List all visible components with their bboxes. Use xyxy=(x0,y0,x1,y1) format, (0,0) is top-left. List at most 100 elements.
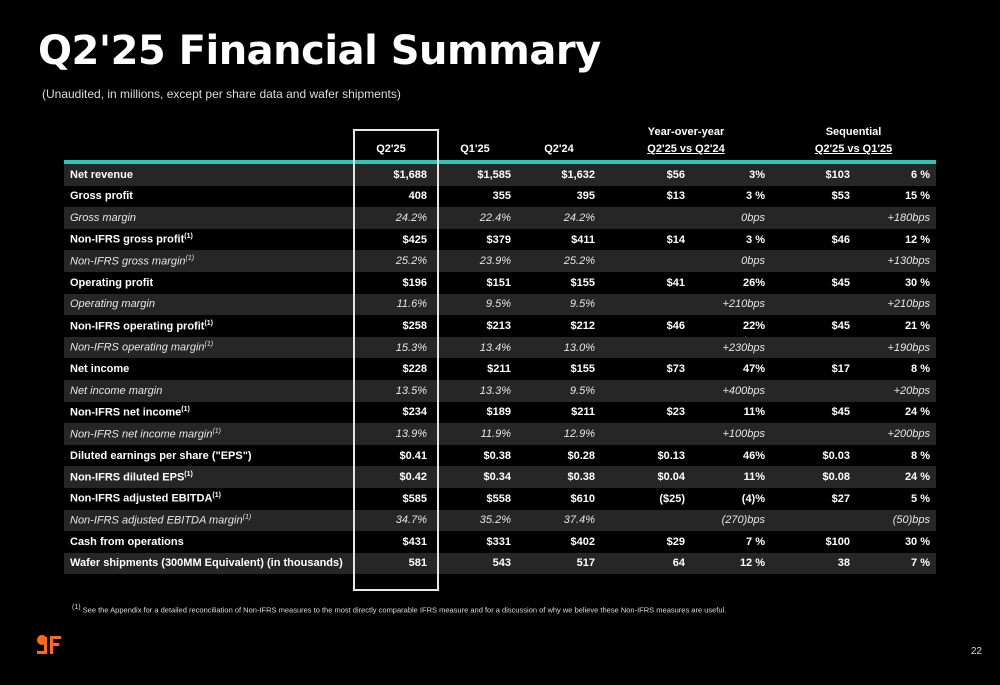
table-cell: $0.13 xyxy=(657,449,685,462)
table-cell: 13.5% xyxy=(349,379,433,402)
table-cell: 30 % xyxy=(904,535,931,548)
table-cell: 37.4% xyxy=(517,509,601,532)
row-label-text: Non-IFRS operating profit xyxy=(70,320,205,333)
table-cell xyxy=(771,336,857,359)
row-label: Non-IFRS gross profit(1) xyxy=(64,229,349,251)
table-cell: 3 % xyxy=(746,233,766,246)
footnote-ref: (1) xyxy=(185,254,195,262)
table-row: Gross margin 24.2% 22.4% 24.2% 0bps +180bps xyxy=(64,207,937,229)
table-cell: 395 xyxy=(576,190,595,203)
table-cell: $585 xyxy=(402,492,427,505)
table-cell xyxy=(601,293,691,316)
table-cell: ($25) xyxy=(659,492,685,505)
table-cell: +20bps xyxy=(856,379,937,402)
table-cell: 5 % xyxy=(911,492,931,505)
table-cell: 11% xyxy=(691,466,772,488)
table-cell: $402 xyxy=(570,535,595,548)
table-cell: $0.03 xyxy=(822,449,851,462)
table-cell: $558 xyxy=(486,492,511,505)
row-label-text: Operating margin xyxy=(70,298,155,311)
page-number: 22 xyxy=(970,646,982,657)
table-body: Net revenue $1,688 $1,585 $1,632 $56 3% $103 6 … xyxy=(64,162,937,575)
footnote-ref: (1) xyxy=(181,406,190,413)
col-header-yoy: Q2'25 vs Q2'24 xyxy=(601,138,772,164)
table-row: Net income margin 13.5% 13.3% 9.5% +400bps +2… xyxy=(64,379,937,402)
page-title: Q2'25 Financial Summary xyxy=(38,28,601,74)
gf-logo-icon xyxy=(37,635,61,654)
row-label: Non-IFRS net income(1) xyxy=(64,402,349,424)
row-label: Gross margin xyxy=(64,207,349,229)
table-row: Non-IFRS adjusted EBITDA(1) $585 $558 $610 (… xyxy=(64,488,936,510)
row-label-text: Operating profit xyxy=(70,276,154,289)
table-cell: +180bps xyxy=(856,207,937,229)
table-cell: 13.3% xyxy=(433,379,517,402)
table-cell: $103 xyxy=(771,162,857,186)
table-cell: $0.38 xyxy=(517,466,601,488)
table-cell: 25.2% xyxy=(517,250,601,272)
row-label: Non-IFRS net income margin(1) xyxy=(64,423,349,445)
table-cell: $610 xyxy=(570,492,595,505)
table-cell xyxy=(601,336,691,359)
row-label: Non-IFRS operating margin(1) xyxy=(64,336,349,359)
row-label-text: Non-IFRS adjusted EBITDA xyxy=(70,493,213,506)
footnote-ref: (1) xyxy=(204,319,213,327)
row-label-text: Non-IFRS gross profit xyxy=(70,233,185,246)
table-cell xyxy=(771,293,857,316)
row-label: Diluted earnings per share ("EPS") xyxy=(64,445,349,467)
table-row: Diluted earnings per share ("EPS") $0.41 $… xyxy=(64,445,936,467)
row-label-text: Net income xyxy=(70,363,130,376)
table-row: Cash from operations $431 $331 $402 $29 7 % $1… xyxy=(64,531,936,553)
row-label: Net revenue xyxy=(64,162,349,186)
column-header-row: Q2'25 Q1'25 Q2'24 Q2'25 vs Q2'24 Q2'25 v… xyxy=(64,138,937,164)
table-cell: 11% xyxy=(743,406,766,419)
col-header-sequential: Q2'25 vs Q1'25 xyxy=(771,138,937,164)
row-label: Cash from operations xyxy=(64,531,349,553)
row-label-text: Non-IFRS adjusted EBITDA margin xyxy=(70,514,243,527)
table-row: Non-IFRS operating profit(1) $258 $213 $212… xyxy=(64,315,936,337)
footnote-marker: (1) xyxy=(72,604,81,611)
table-cell: 13.9% xyxy=(349,423,433,445)
footnote: (1) See the Appendix for a detailed reco… xyxy=(72,604,726,615)
table-cell xyxy=(771,250,857,272)
row-label: Net income xyxy=(64,358,349,380)
table-cell: 24 % xyxy=(856,466,937,488)
financial-summary-table-wrap: Year-over-year Sequential Q2'25 Q1'25 Q2… xyxy=(64,122,937,575)
footnote-ref: (1) xyxy=(212,427,222,435)
row-label-text: Cash from operations xyxy=(70,535,184,548)
table-cell: $155 xyxy=(570,363,595,376)
table-row: Non-IFRS net income margin(1) 13.9% 11.9% 1… xyxy=(64,423,937,445)
table-cell: 15.3% xyxy=(349,336,433,359)
footnote-ref: (1) xyxy=(242,513,252,521)
table-cell: $411 xyxy=(571,233,595,246)
table-cell: 30 % xyxy=(904,276,931,289)
table-cell xyxy=(771,423,857,445)
table-cell xyxy=(601,423,691,445)
table-cell: +130bps xyxy=(856,250,937,272)
row-label-text: Non-IFRS net income xyxy=(70,406,182,419)
row-label-text: Net revenue xyxy=(70,168,133,181)
table-cell: $189 xyxy=(486,406,511,419)
table-cell: 12 % xyxy=(691,552,772,575)
table-cell: $0.28 xyxy=(567,449,595,462)
table-cell xyxy=(601,250,691,272)
table-cell: $211 xyxy=(571,406,595,419)
table-cell: 35.2% xyxy=(433,509,517,532)
footnote-ref: (1) xyxy=(184,233,193,241)
table-cell: 21 % xyxy=(904,319,931,332)
table-cell: $56 xyxy=(601,162,691,186)
table-cell: $45 xyxy=(831,319,851,332)
table-cell: $228 xyxy=(402,363,427,376)
table-cell: 3% xyxy=(691,162,772,186)
table-cell xyxy=(771,207,857,229)
footnote-text: See the Appendix for a detailed reconcil… xyxy=(82,605,727,615)
table-row: Non-IFRS diluted EPS(1) $0.42 $0.34 $0.38 $0… xyxy=(64,466,937,488)
table-row: Gross profit 408 355 395 $13 3 % $53 15 % xyxy=(64,186,936,208)
table-cell xyxy=(601,207,691,229)
table-cell: (4)% xyxy=(741,492,766,505)
table-cell: (50)bps xyxy=(856,509,937,532)
table-cell: $14 xyxy=(666,233,685,246)
row-label-text: Gross margin xyxy=(70,211,137,224)
row-label-text: Wafer shipments (300MM Equivalent) (in t… xyxy=(70,557,343,570)
table-row: Non-IFRS adjusted EBITDA margin(1) 34.7% 3… xyxy=(64,509,937,532)
row-label: Non-IFRS diluted EPS(1) xyxy=(64,466,349,488)
